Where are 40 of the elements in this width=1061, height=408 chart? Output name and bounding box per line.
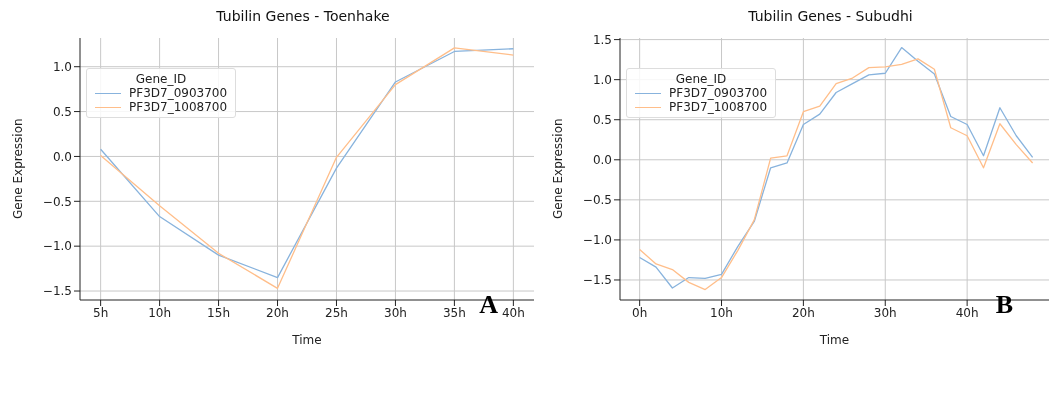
y-tick-label: −0.5 [582, 193, 612, 208]
y-tick-label: 0.0 [52, 149, 72, 164]
legend-label: PF3D7_0903700 [669, 86, 768, 100]
x-tick-label: 10h [148, 305, 172, 320]
x-tick-label: 30h [384, 305, 407, 320]
legend-label: PF3D7_0903700 [129, 86, 228, 100]
y-tick-label: 0.0 [592, 153, 612, 168]
y-tick-label: −1.0 [582, 233, 612, 248]
y-tick-label: −1.5 [42, 284, 72, 299]
legend-label: PF3D7_1008700 [129, 100, 228, 114]
x-tick-label: 40h [501, 305, 525, 320]
x-tick-label: 5h [93, 305, 109, 320]
x-tick-label: 20h [791, 305, 815, 320]
legend-title: Gene_ID [674, 72, 728, 86]
y-tick-label: −1.5 [582, 273, 612, 288]
legend-label: PF3D7_1008700 [669, 100, 768, 114]
x-tick-label: 40h [955, 305, 979, 320]
x-tick-label: 20h [266, 305, 289, 320]
y-tick-label: 1.0 [52, 59, 72, 74]
chart-title: Tubilin Genes - Subudhi [747, 8, 914, 26]
y-axis-title: Gene Expression [551, 118, 566, 219]
y-tick-label: 0.5 [52, 104, 72, 119]
legend-title: Gene_ID [134, 72, 188, 86]
x-tick-label: 25h [325, 305, 348, 320]
x-tick-label: 0h [632, 305, 648, 320]
y-tick-label: −0.5 [42, 194, 72, 209]
x-axis-title: Time [291, 333, 322, 347]
y-axis-title: Gene Expression [11, 118, 26, 219]
x-tick-label: 35h [442, 305, 466, 320]
y-tick-label: −1.0 [42, 239, 72, 254]
x-tick-label: 30h [873, 305, 897, 320]
y-tick-label: 1.0 [592, 72, 612, 87]
x-axis-title: Time [818, 333, 850, 347]
annotation: B [995, 290, 1013, 320]
y-tick-label: 1.5 [592, 32, 612, 47]
y-tick-label: 0.5 [592, 112, 612, 127]
chart-title: Tubilin Genes - Toenhake [215, 8, 391, 26]
x-tick-label: 15h [207, 305, 230, 320]
x-tick-label: 10h [710, 305, 733, 320]
annotation: A [479, 290, 498, 320]
